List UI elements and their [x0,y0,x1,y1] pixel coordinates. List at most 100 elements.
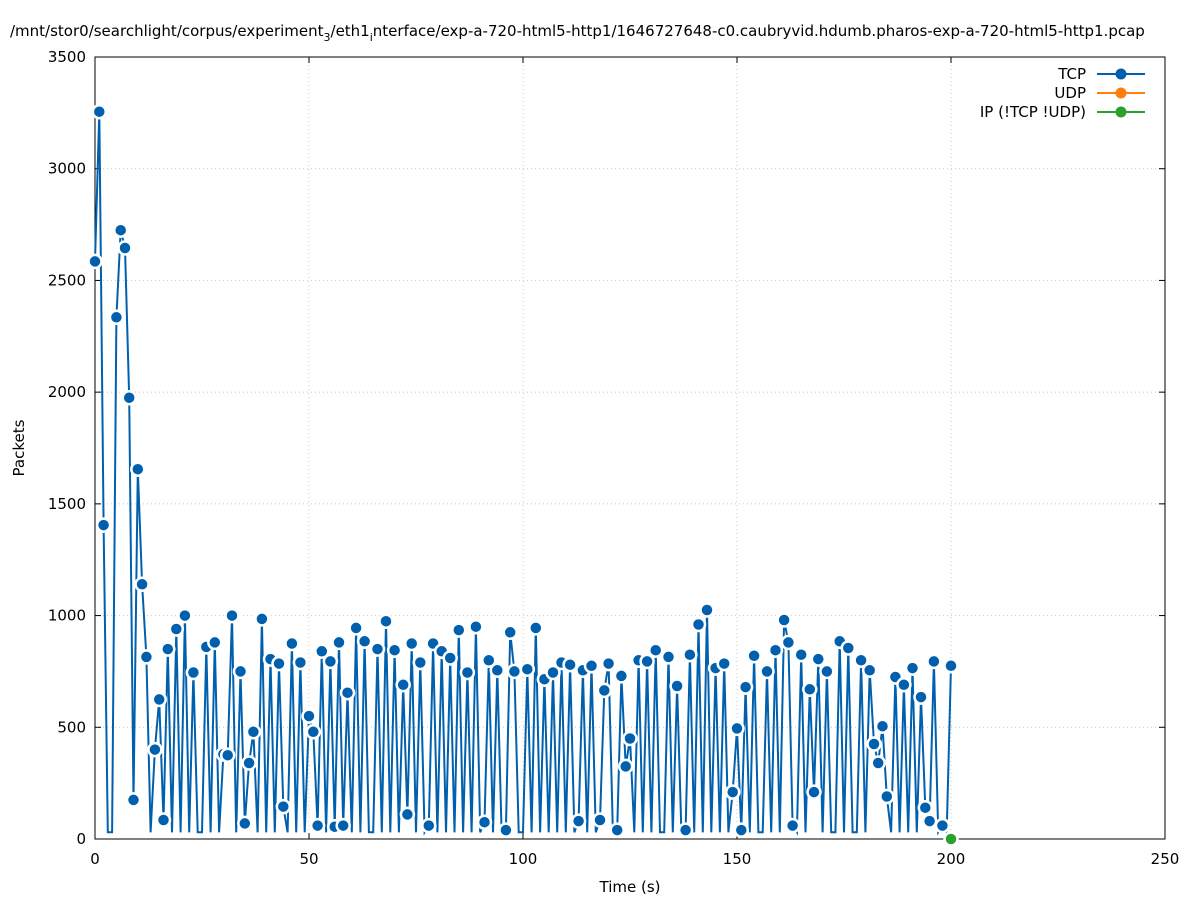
y-tick-label: 0 [76,830,86,848]
data-point [292,654,309,671]
legend-entry: IP (!TCP !UDP) [980,103,1145,121]
data-point [185,664,202,681]
data-point [147,741,163,758]
data-point [609,822,625,838]
y-tick-label: 2000 [48,383,86,401]
data-point [112,222,129,238]
data-point [917,799,934,816]
y-tick-label: 1500 [48,495,86,513]
data-point [870,755,886,771]
data-point [87,253,103,270]
data-point [613,668,630,684]
data-point [545,664,561,681]
data-point [784,817,801,834]
data-point [399,806,416,823]
x-tick-label: 200 [937,850,966,868]
data-point [502,624,518,641]
legend-label: UDP [1054,84,1086,102]
data-point [108,309,125,326]
data-point [498,822,514,838]
data-point [926,653,942,670]
y-tick-label: 1000 [48,607,86,625]
y-tick-label: 3000 [48,160,86,178]
data-point [95,517,112,533]
data-point [117,240,133,256]
data-point [168,621,185,637]
data-point [134,576,150,593]
data-point [224,607,240,624]
data-point [219,747,236,763]
data-point [151,691,167,708]
data-point [861,662,878,679]
data-point [622,730,638,747]
legend-label: TCP [1057,65,1086,83]
data-point [489,662,506,679]
data-point [669,678,685,694]
y-tick-label: 500 [57,718,86,736]
data-point [853,652,869,669]
data-point [780,634,797,651]
data-point [369,641,386,657]
data-point [913,689,929,705]
chart-title: /mnt/stor0/searchlight/corpus/experiment… [10,22,1145,44]
data-point [301,708,317,724]
data-point [177,607,193,624]
data-point [583,658,600,674]
data-point [592,812,608,828]
data-point [403,635,420,652]
x-tick-label: 0 [90,850,100,868]
data-point [121,389,137,406]
data-point [737,679,754,695]
data-point [155,812,172,828]
data-point [879,788,895,805]
data-point [677,822,694,838]
data-point [412,654,429,671]
series-0 [87,103,959,838]
data-point [921,813,938,829]
data-point [660,649,677,665]
data-point [767,642,784,658]
data-point [232,663,249,680]
y-axis-label: Packets [10,419,28,476]
data-point [802,681,818,698]
data-point [335,817,351,834]
data-point [421,817,437,834]
data-point [160,641,176,657]
data-point [275,798,292,815]
data-point [284,635,300,652]
data-point [759,663,775,680]
data-point [395,677,411,693]
data-point [819,663,835,680]
legend-marker [1115,87,1127,99]
data-point [793,646,809,663]
data-point [451,622,467,638]
legend-marker [1115,68,1127,80]
data-point [309,817,326,834]
data-point [639,653,655,670]
data-point [806,784,822,800]
data-point [617,758,634,775]
x-tick-label: 150 [723,850,752,868]
data-point [570,813,587,829]
data-point [682,646,698,663]
data-point [506,663,523,680]
legend-label: IP (!TCP !UDP) [980,103,1086,121]
data-point [596,682,613,699]
data-point [442,650,458,666]
data-point [934,817,951,834]
data-point [386,642,403,658]
data-point [91,103,108,120]
data-point [562,656,578,673]
data-point [519,661,536,677]
data-point [468,618,484,635]
data-point [746,648,762,664]
data-point [733,822,750,838]
data-point [896,677,912,693]
data-point [729,720,745,737]
data-point [245,724,262,740]
data-point [207,634,223,651]
series-2 [943,831,959,847]
y-tick-label: 2500 [48,271,86,289]
